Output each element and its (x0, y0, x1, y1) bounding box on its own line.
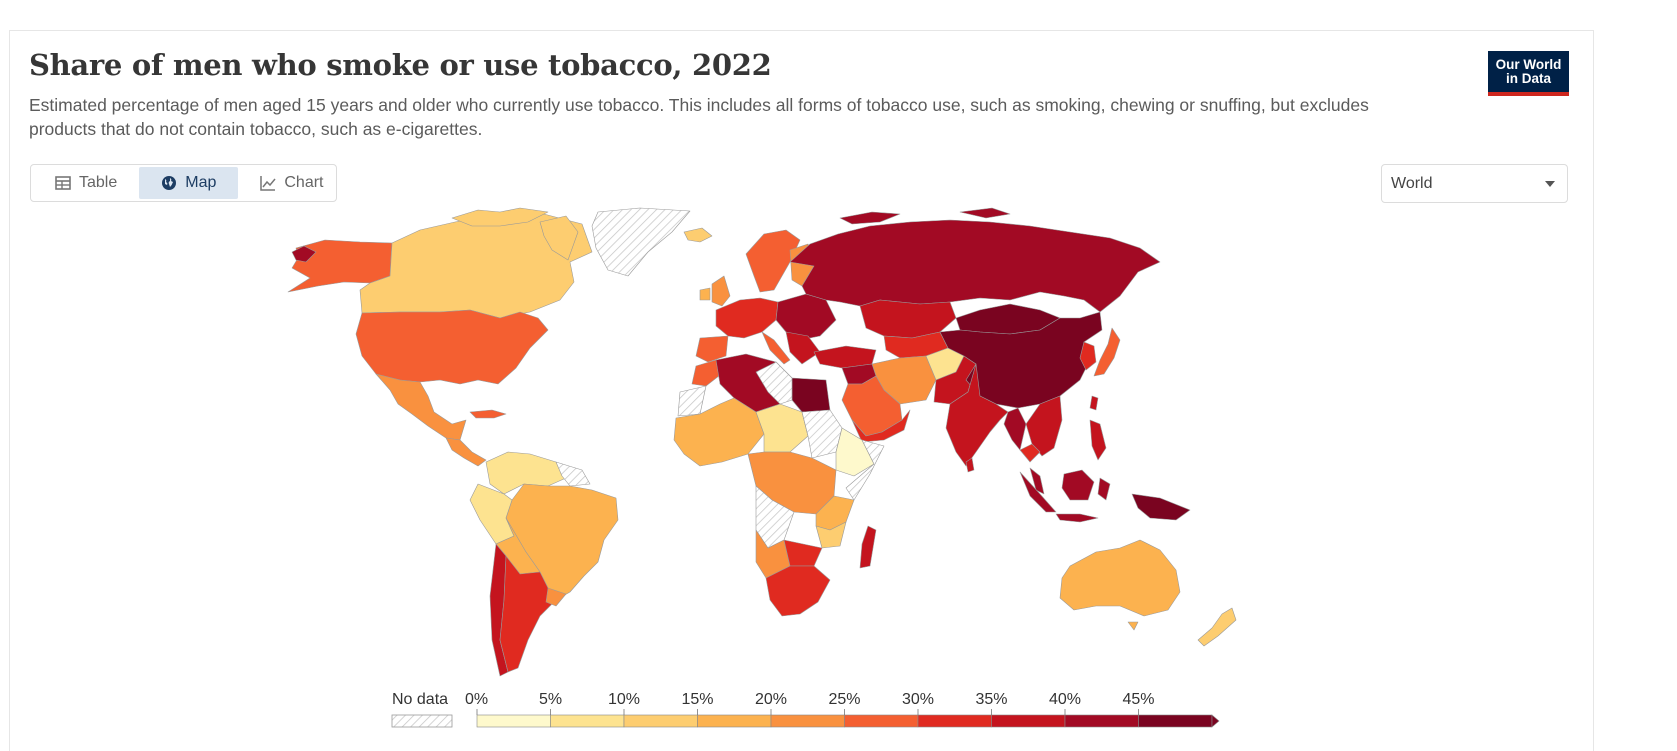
table-icon (55, 176, 71, 190)
tab-map-label: Map (185, 174, 217, 191)
legend-bin-6 (917, 714, 992, 728)
region-korea (1079, 341, 1097, 371)
region-argentina (499, 555, 557, 673)
logo-line-1: Our World (1495, 57, 1562, 72)
region-papua (1131, 493, 1191, 521)
region-japan (1093, 327, 1121, 377)
line-chart-icon (260, 176, 276, 191)
region-java (1055, 513, 1099, 523)
legend-tick-label-6: 30% (902, 691, 934, 708)
region-russia (789, 219, 1161, 313)
legend-tick-label-8: 40% (1049, 691, 1081, 708)
legend-bin-5 (844, 714, 919, 728)
region-tanzania (815, 521, 847, 549)
region-sri-lanka (965, 457, 975, 473)
owid-logo[interactable]: Our World in Data (1488, 51, 1569, 96)
legend-tick-label-0: 0% (465, 691, 488, 708)
legend-tick-label-3: 15% (681, 691, 713, 708)
region-taiwan (1089, 395, 1099, 411)
region-indonesia-sumatra (1019, 471, 1057, 513)
region-morocco (691, 359, 725, 387)
legend-tick-label-1: 5% (539, 691, 562, 708)
region-italy (761, 331, 791, 365)
region-borneo (1061, 469, 1095, 501)
region-new-zealand (1197, 607, 1237, 647)
tab-table[interactable]: Table (33, 167, 139, 199)
tab-map[interactable]: Map (139, 167, 239, 199)
region-iceland (683, 227, 713, 243)
region-mexico (375, 373, 467, 441)
legend-tick-label-2: 10% (608, 691, 640, 708)
chart-title: Share of men who smoke or use tobacco, 2… (29, 48, 772, 82)
region-malaysia (1029, 467, 1045, 495)
region-baffin (539, 215, 579, 261)
region-alaska-tip (291, 245, 317, 263)
region-colombia-venezuela (485, 451, 567, 495)
chevron-down-icon (1545, 180, 1555, 187)
logo-line-2: in Data (1505, 71, 1551, 86)
tab-table-label: Table (79, 174, 118, 191)
legend-bin-3 (697, 714, 772, 728)
world-map (287, 207, 1237, 677)
legend-bin-8 (1064, 714, 1139, 728)
legend-bin-4 (770, 714, 845, 728)
region-russia-island (959, 207, 1011, 219)
region-tasmania (1127, 621, 1139, 631)
region-guianas (555, 461, 591, 487)
region-selector[interactable]: World (1381, 164, 1568, 203)
region-india (945, 363, 1009, 467)
tab-chart-label: Chart (284, 174, 324, 191)
region-greenland (591, 207, 691, 277)
globe-icon (162, 176, 177, 190)
legend-no-data-label: No data (392, 691, 448, 708)
legend-tick-label-9: 45% (1122, 691, 1154, 708)
tab-chart[interactable]: Chart (238, 167, 345, 199)
region-southern-africa (765, 565, 831, 617)
region-china (939, 311, 1103, 409)
region-west-africa (673, 397, 765, 467)
region-sahara-nodata (755, 361, 793, 405)
legend-arrow (1211, 714, 1220, 728)
legend-tick-label-5: 25% (828, 691, 860, 708)
region-thailand (1019, 443, 1041, 463)
legend-tick-label-7: 35% (975, 691, 1007, 708)
region-canada-arctic (451, 207, 549, 227)
region-yemen-oman (851, 409, 911, 443)
view-tabs: Table Map Chart (30, 164, 337, 202)
legend-tick-label-4: 20% (755, 691, 787, 708)
legend-bin-0 (476, 714, 551, 728)
region-cuba (469, 409, 507, 419)
region-sahel-east (755, 403, 809, 453)
region-madagascar (859, 525, 877, 569)
region-central-america (445, 437, 487, 467)
chart-subtitle: Estimated percentage of men aged 15 year… (29, 95, 1369, 139)
region-selector-value: World (1391, 174, 1433, 192)
region-western-europe (715, 297, 779, 339)
legend-bin-7 (991, 714, 1066, 728)
legend-bin-1 (550, 714, 625, 728)
region-ireland (699, 287, 711, 301)
region-iberia (695, 335, 729, 363)
region-uruguay (545, 587, 567, 607)
legend-bin-2 (623, 714, 698, 728)
region-russia-north (839, 211, 901, 225)
region-balkans (785, 331, 821, 365)
legend-no-data-swatch (391, 714, 453, 728)
region-sulawesi (1097, 477, 1111, 501)
region-philippines (1089, 419, 1107, 461)
region-uk (711, 275, 731, 307)
legend-bin-9 (1138, 714, 1213, 728)
region-australia (1059, 539, 1181, 617)
